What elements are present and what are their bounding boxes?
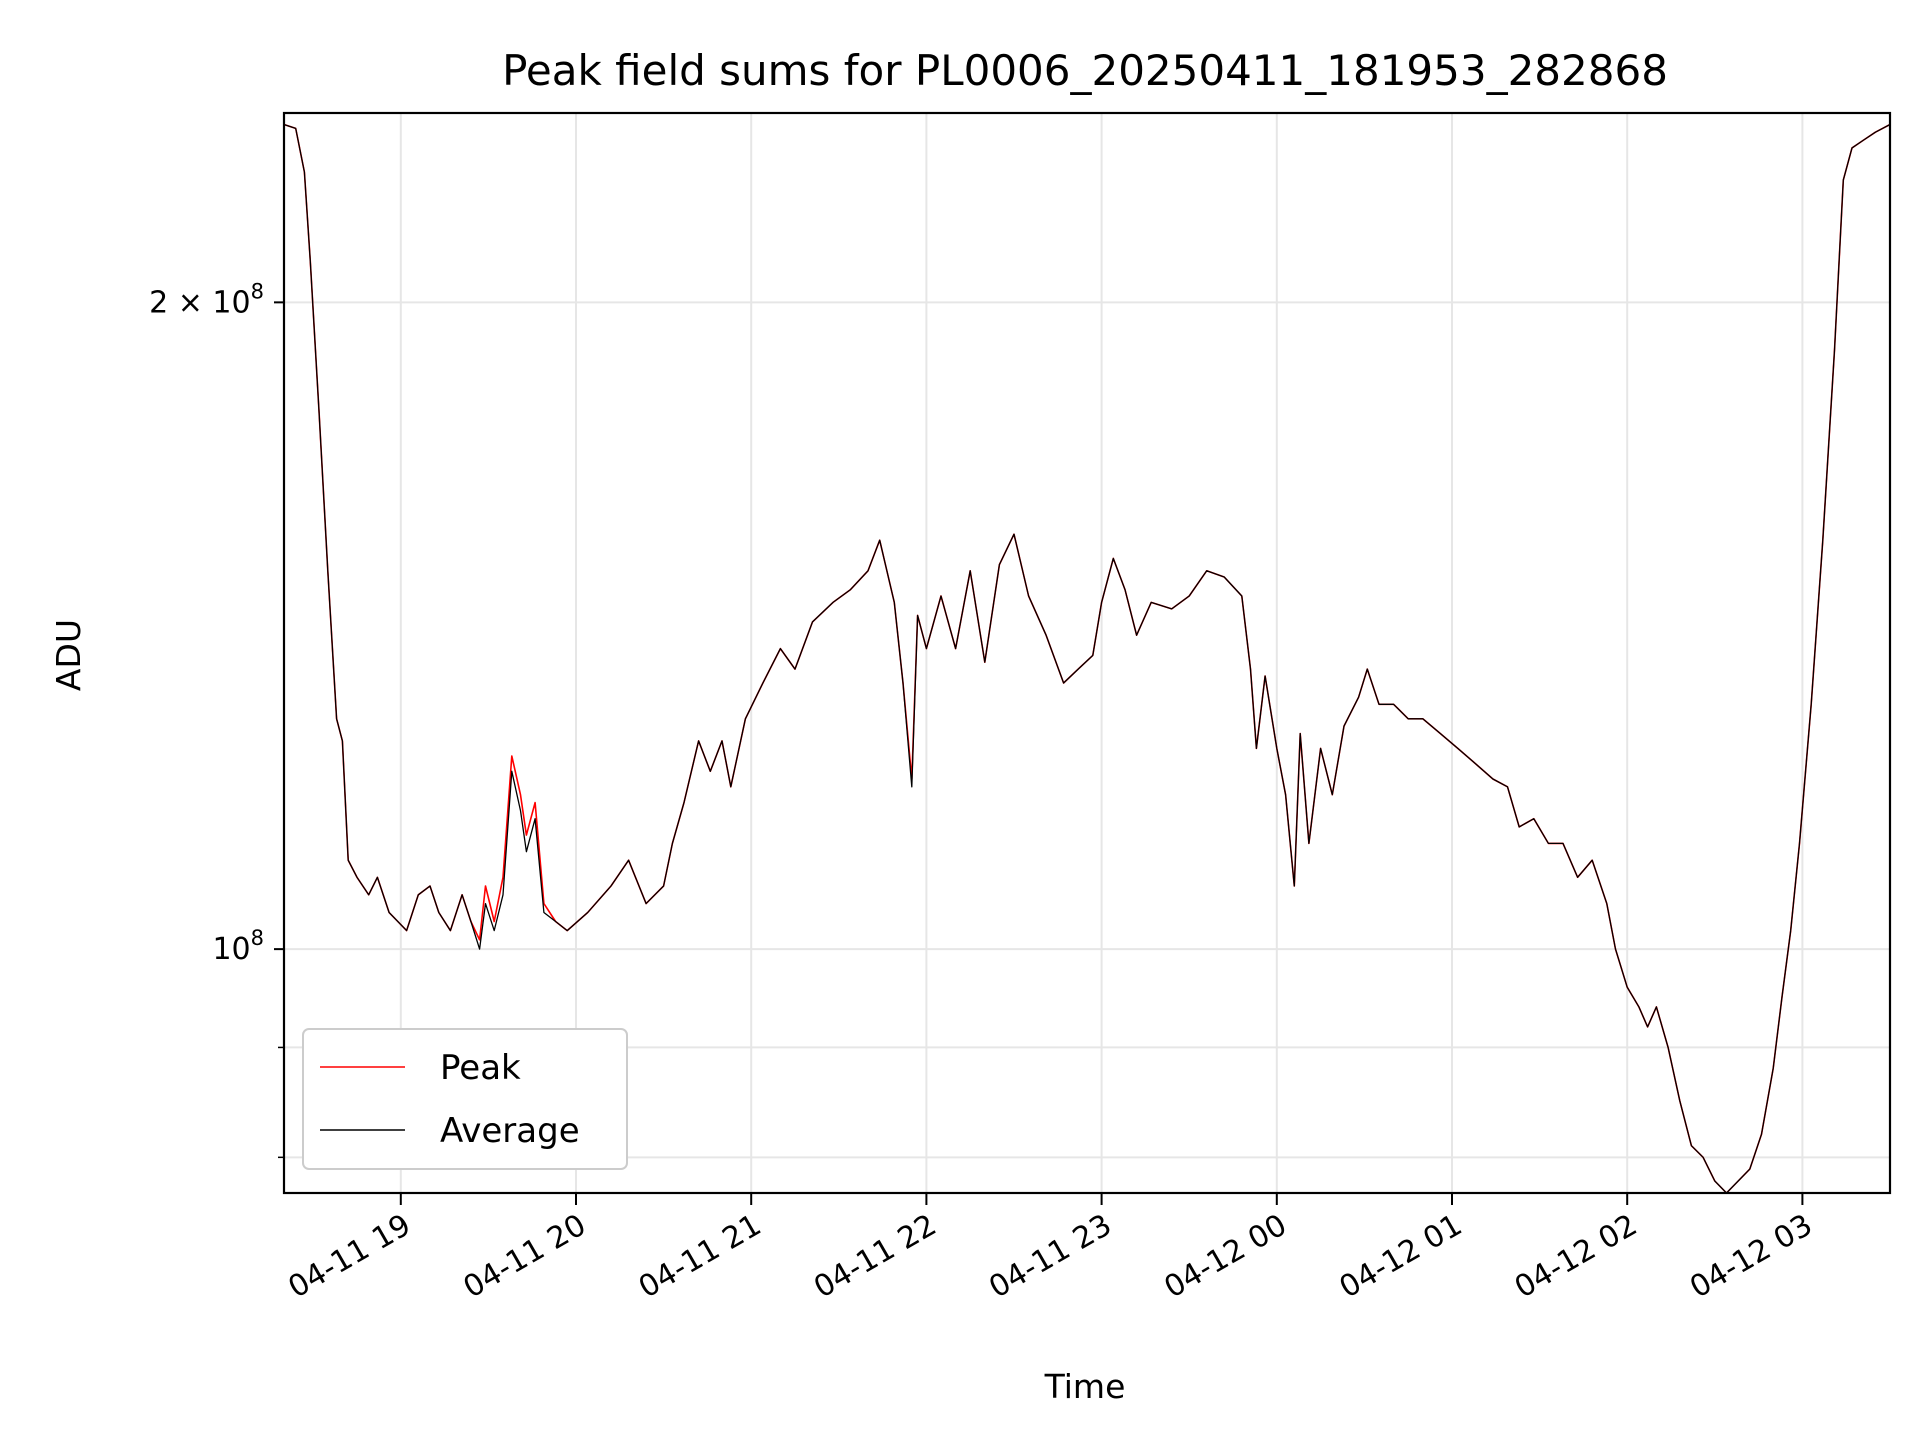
y-tick-label-base: 2 × 10 bbox=[149, 285, 250, 320]
series-line-average bbox=[283, 123, 1891, 1194]
y-tick-label-exponent: 8 bbox=[251, 279, 264, 303]
legend: Peak Average bbox=[302, 1028, 628, 1170]
y-tick-label-base: 10 bbox=[212, 932, 250, 967]
chart-title: Peak field sums for PL0006_20250411_1819… bbox=[502, 46, 1668, 95]
series-layer bbox=[283, 123, 1891, 1194]
y-tick-label: 108 bbox=[212, 926, 264, 967]
grid bbox=[284, 113, 1890, 1193]
y-tick-label-exponent: 8 bbox=[251, 926, 264, 950]
y-axis-label: ADU bbox=[49, 619, 88, 691]
x-axis-label: Time bbox=[1044, 1367, 1126, 1406]
legend-label-peak: Peak bbox=[440, 1048, 521, 1088]
legend-label-average: Average bbox=[440, 1111, 580, 1151]
plot-area-frame bbox=[282, 111, 1892, 1195]
legend-box bbox=[302, 1028, 628, 1170]
y-tick-label: 2 × 108 bbox=[149, 279, 264, 320]
